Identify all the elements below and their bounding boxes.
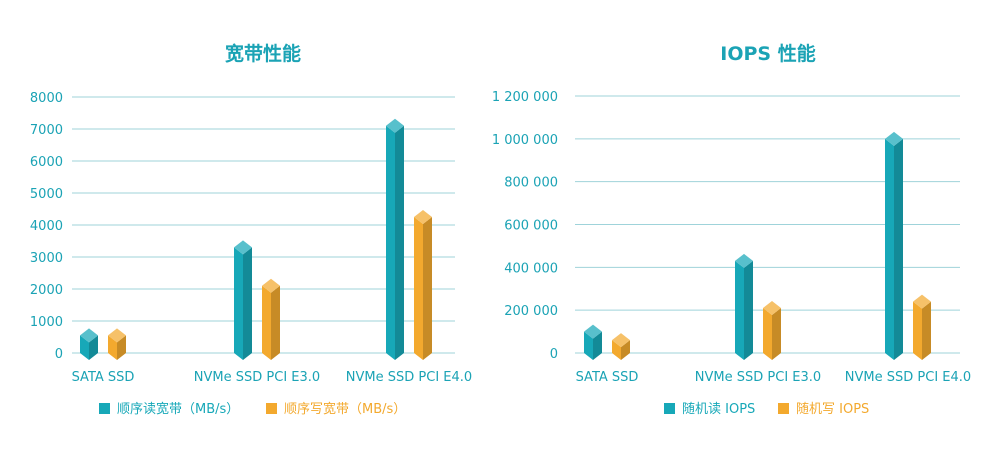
bar-top-face bbox=[234, 240, 252, 255]
bar-left-face bbox=[885, 138, 894, 360]
y-tick-label: 1 000 000 bbox=[492, 133, 558, 148]
y-tick-label: 600 000 bbox=[504, 219, 558, 234]
bar-top-face bbox=[80, 328, 98, 343]
x-category-label: NVMe SSD PCI E3.0 bbox=[194, 370, 320, 385]
bar-right-face bbox=[894, 138, 903, 360]
y-tick-label: 5000 bbox=[30, 187, 63, 202]
bar-top-face bbox=[735, 253, 753, 268]
y-tick-label: 200 000 bbox=[504, 304, 558, 319]
bar-top-face bbox=[386, 118, 404, 133]
bar-left-face bbox=[913, 301, 922, 360]
bar-right-face bbox=[744, 260, 753, 360]
bar-top-face bbox=[913, 294, 931, 309]
bar-write bbox=[108, 328, 126, 360]
bar-top-face bbox=[763, 301, 781, 316]
chart-title: IOPS 性能 bbox=[720, 42, 815, 65]
legend-swatch bbox=[99, 403, 110, 414]
bar-left-face bbox=[262, 285, 271, 360]
bar-top-face bbox=[885, 131, 903, 146]
bar-write bbox=[763, 301, 781, 360]
bar-top-face bbox=[262, 278, 280, 293]
bar-right-face bbox=[593, 331, 602, 360]
y-tick-label: 3000 bbox=[30, 251, 63, 266]
bar-right-face bbox=[271, 285, 280, 360]
legend-label: 随机读 IOPS bbox=[682, 402, 755, 417]
bar-left-face bbox=[735, 260, 744, 360]
y-tick-label: 4000 bbox=[30, 219, 63, 234]
bar-left-face bbox=[80, 335, 89, 360]
y-tick-label: 7000 bbox=[30, 123, 63, 138]
legend-label: 随机写 IOPS bbox=[796, 402, 869, 417]
bar-left-face bbox=[108, 335, 117, 360]
x-category-label: NVMe SSD PCI E3.0 bbox=[695, 370, 821, 385]
bar-read bbox=[885, 131, 903, 360]
x-category-label: NVMe SSD PCI E4.0 bbox=[346, 370, 472, 385]
y-tick-label: 400 000 bbox=[504, 261, 558, 276]
legend-swatch bbox=[778, 403, 789, 414]
y-tick-label: 800 000 bbox=[504, 176, 558, 191]
x-category-label: NVMe SSD PCI E4.0 bbox=[845, 370, 971, 385]
bar-left-face bbox=[763, 308, 772, 360]
y-tick-label: 0 bbox=[550, 347, 558, 362]
legend-swatch bbox=[266, 403, 277, 414]
y-tick-label: 1 200 000 bbox=[492, 90, 558, 105]
bar-read bbox=[80, 328, 98, 360]
y-tick-label: 8000 bbox=[30, 91, 63, 106]
bar-right-face bbox=[423, 217, 432, 360]
bar-left-face bbox=[584, 331, 593, 360]
bar-read bbox=[584, 324, 602, 360]
bar-right-face bbox=[621, 340, 630, 360]
chart-title: 宽带性能 bbox=[225, 42, 301, 65]
bar-left-face bbox=[414, 217, 423, 360]
y-tick-label: 6000 bbox=[30, 155, 63, 170]
bar-write bbox=[262, 278, 280, 360]
bar-write bbox=[913, 294, 931, 360]
bar-left-face bbox=[234, 247, 243, 360]
bar-right-face bbox=[89, 335, 98, 360]
bar-right-face bbox=[395, 125, 404, 360]
x-category-label: SATA SSD bbox=[576, 370, 639, 385]
bar-top-face bbox=[108, 328, 126, 343]
y-tick-label: 2000 bbox=[30, 283, 63, 298]
bar-write bbox=[414, 210, 432, 360]
bar-top-face bbox=[584, 324, 602, 339]
bar-left-face bbox=[612, 340, 621, 360]
bar-right-face bbox=[243, 247, 252, 360]
bar-right-face bbox=[117, 335, 126, 360]
y-tick-label: 1000 bbox=[30, 315, 63, 330]
bar-top-face bbox=[612, 333, 630, 348]
bar-read bbox=[735, 253, 753, 360]
bar-write bbox=[612, 333, 630, 360]
bar-read bbox=[234, 240, 252, 360]
legend-label: 顺序写宽带（MB/s） bbox=[284, 401, 406, 417]
legend-swatch bbox=[664, 403, 675, 414]
legend-label: 顺序读宽带（MB/s） bbox=[117, 401, 239, 417]
bar-read bbox=[386, 118, 404, 360]
bar-right-face bbox=[922, 301, 931, 360]
bar-right-face bbox=[772, 308, 781, 360]
x-category-label: SATA SSD bbox=[72, 370, 135, 385]
bar-left-face bbox=[386, 125, 395, 360]
bar-top-face bbox=[414, 210, 432, 224]
y-tick-label: 0 bbox=[55, 347, 63, 362]
